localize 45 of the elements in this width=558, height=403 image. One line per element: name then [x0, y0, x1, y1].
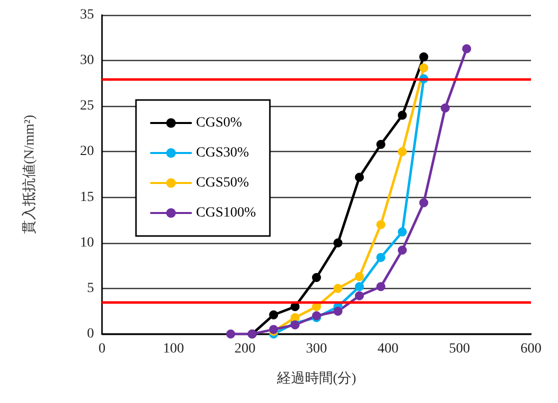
point — [312, 272, 321, 282]
point — [398, 110, 407, 120]
point — [333, 238, 342, 248]
y-tick-label: 35 — [80, 8, 94, 22]
x-tick-label: 200 — [234, 342, 256, 356]
point — [376, 220, 386, 230]
point — [398, 246, 407, 255]
x-tick-label: 600 — [520, 342, 542, 356]
point — [290, 313, 300, 322]
point — [354, 272, 364, 282]
y-tick-label: 5 — [87, 280, 94, 296]
legend-label: CGS100% — [196, 206, 256, 220]
point — [419, 63, 428, 72]
point — [333, 306, 342, 316]
y-axis-title: 貫入抵抗値(N/mm²) — [22, 114, 38, 234]
x-tick-label: 500 — [449, 342, 470, 356]
x-tick-label: 0 — [98, 342, 106, 356]
point — [419, 198, 428, 208]
point — [376, 282, 386, 292]
x-axis-title: 経過時間(分) — [276, 370, 356, 386]
point — [354, 282, 364, 292]
point — [462, 44, 472, 54]
point — [354, 172, 364, 182]
legend-label: CGS0% — [196, 116, 242, 130]
point — [440, 103, 450, 112]
point — [354, 291, 364, 300]
legend-label: CGS50% — [196, 176, 250, 190]
y-tick-label: 0 — [87, 326, 94, 342]
point — [419, 52, 428, 62]
y-tick-label: 20 — [80, 144, 94, 160]
y-tick-label: 30 — [80, 53, 94, 68]
point — [376, 140, 386, 149]
legend-label: CGS30% — [196, 146, 250, 160]
point — [269, 310, 278, 320]
y-tick-label: 25 — [80, 98, 94, 114]
point — [226, 330, 236, 338]
y-tick-label: 10 — [80, 235, 94, 250]
point — [376, 252, 386, 262]
x-tick-label: 100 — [163, 342, 184, 356]
x-tick-label: 300 — [306, 342, 327, 356]
point — [333, 284, 342, 293]
point — [398, 147, 407, 156]
y-tick-label: 15 — [80, 190, 94, 205]
x-tick-label: 400 — [378, 342, 398, 356]
point — [398, 227, 407, 236]
